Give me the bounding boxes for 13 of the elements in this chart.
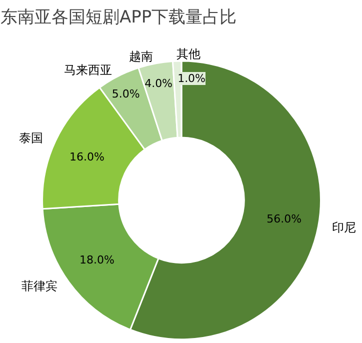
data-label: 5.0%	[112, 88, 140, 101]
slice-label: 泰国	[18, 130, 43, 145]
data-label: 4.0%	[144, 76, 173, 90]
data-label: 56.0%	[266, 212, 302, 226]
slice-label: 菲律宾	[22, 279, 58, 294]
slice-label: 马来西亚	[64, 63, 112, 78]
data-label: 18.0%	[80, 253, 114, 266]
data-label: 1.0%	[178, 72, 206, 86]
slice-label: 印尼	[332, 220, 356, 235]
data-label: 16.0%	[70, 150, 104, 164]
slice-label: 越南	[128, 50, 153, 64]
slice-label: 其他	[176, 47, 201, 62]
chart-title: 东南亚各国短剧APP下载量占比	[0, 8, 237, 28]
